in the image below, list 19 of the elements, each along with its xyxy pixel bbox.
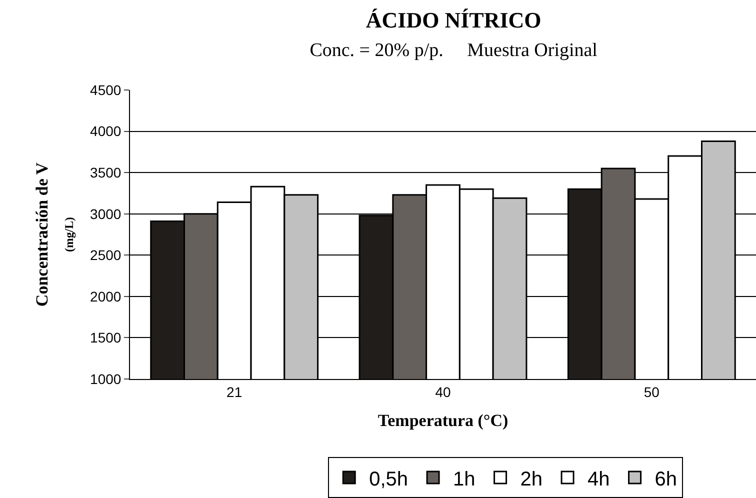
y-tick-label: 1000 (90, 370, 122, 387)
legend-label: 0,5h (369, 468, 408, 490)
legend-label: 2h (520, 468, 543, 490)
y-tick-label: 2000 (90, 288, 122, 304)
y-tick-label: 1500 (90, 330, 122, 346)
y-tick-label: 4500 (90, 82, 122, 98)
chart-subtitle: Conc. = 20% p/p. Muestra Original (310, 40, 598, 61)
x-axis-title: Temperatura (°C) (378, 411, 508, 430)
y-tick-label: 4000 (90, 123, 122, 140)
legend-label: 6h (654, 468, 678, 490)
y-tick-label: 3000 (90, 206, 122, 222)
chart-title: ÁCIDO NÍTRICO (366, 7, 542, 32)
y-tick-label: 3500 (90, 164, 122, 180)
x-tick-label: 50 (644, 384, 660, 400)
legend-label: 1h (453, 468, 476, 490)
y-tick-label: 2500 (90, 247, 122, 264)
x-tick-label: 40 (435, 384, 451, 400)
x-tick-label: 21 (226, 384, 242, 400)
legend-label: 4h (588, 468, 610, 490)
